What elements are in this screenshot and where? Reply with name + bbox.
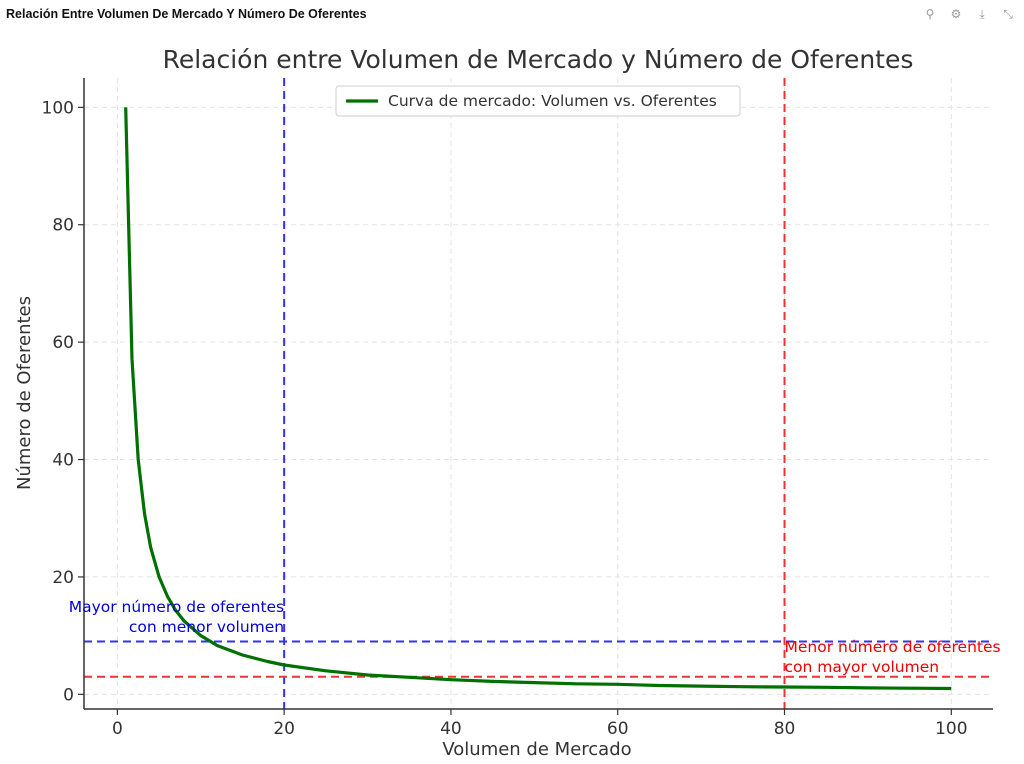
y-tick-label: 20: [52, 568, 74, 588]
x-tick-label: 80: [774, 719, 796, 739]
legend-box: [335, 85, 741, 117]
window-titlebar: Relación Entre Volumen De Mercado Y Núme…: [0, 0, 1024, 30]
x-tick-label: 0: [112, 719, 123, 739]
chart-title: Relación entre Volumen de Mercado y Núme…: [163, 45, 914, 74]
tick-labels: 0 20 40 60 80 100 0 20 40 60 80 100: [42, 98, 968, 739]
x-axis-label: Volumen de Mercado: [442, 739, 631, 760]
axes: [78, 78, 993, 715]
collapse-icon[interactable]: ⤡: [1003, 7, 1013, 21]
series-layer: [124, 107, 952, 691]
y-tick-label: 100: [42, 98, 74, 118]
x-tick-label: 60: [607, 719, 629, 739]
annotations: Mayor número de oferentes con menor volum…: [69, 598, 1001, 676]
reference-lines: [84, 78, 993, 709]
y-tick-label: 60: [52, 333, 74, 353]
annotation-text: Menor número de oferentes: [785, 638, 1001, 656]
toolbar: ⚲ ⚙ ⤓ ⤡: [922, 6, 1016, 22]
window-title: Relación Entre Volumen De Mercado Y Núme…: [6, 7, 367, 21]
y-tick-label: 40: [52, 451, 74, 471]
x-tick-label: 20: [273, 719, 295, 739]
x-tick-label: 40: [440, 719, 462, 739]
legend: Curva de mercado: Volumen vs. Oferentes: [335, 85, 741, 117]
legend-label: Curva de mercado: Volumen vs. Oferentes: [388, 92, 717, 110]
y-axis-label: Número de Oferentes: [14, 296, 35, 490]
annotation-text: con menor volumen: [129, 618, 284, 636]
annotation-text: con mayor volumen: [785, 658, 940, 676]
y-tick-label: 0: [63, 685, 74, 705]
series-line: [124, 107, 952, 691]
download-icon[interactable]: ⤓: [979, 7, 985, 21]
y-tick-label: 80: [52, 216, 74, 236]
x-tick-label: 100: [935, 719, 967, 739]
pin-icon[interactable]: ⚲: [925, 7, 935, 21]
annotation-text: Mayor número de oferentes: [69, 598, 284, 616]
settings-icon[interactable]: ⚙: [950, 7, 962, 21]
